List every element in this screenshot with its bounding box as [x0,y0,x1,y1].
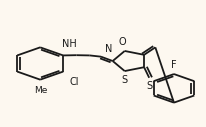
Text: O: O [118,37,126,47]
Text: S: S [146,81,152,91]
Text: NH: NH [62,39,77,49]
Text: S: S [121,75,127,85]
Text: N: N [104,44,111,54]
Text: F: F [170,60,176,70]
Text: Me: Me [34,86,48,95]
Text: Cl: Cl [69,77,78,86]
